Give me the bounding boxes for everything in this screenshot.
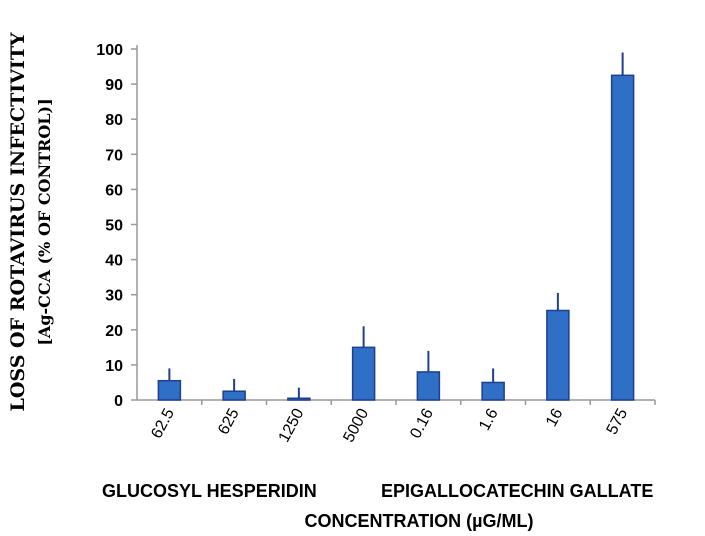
bar-0.16 bbox=[416, 371, 441, 401]
bar-575 bbox=[610, 74, 635, 401]
axes bbox=[136, 45, 655, 401]
bar-62.5 bbox=[157, 379, 182, 401]
x-tick-label: 0.16 bbox=[407, 406, 437, 442]
y-ticks: 0 10 20 30 40 50 60 70 80 90 100 bbox=[96, 42, 137, 410]
group-label-glucosyl-hesperidin: GLUCOSYL HESPERIDIN bbox=[102, 481, 317, 501]
y-tick-label: 100 bbox=[96, 42, 123, 59]
y-tick-label: 80 bbox=[105, 112, 123, 129]
x-tick-label: 16 bbox=[543, 406, 566, 430]
x-axis-label: CONCENTRATION (µG/ML) bbox=[304, 511, 533, 531]
y-tick-label: 40 bbox=[105, 253, 123, 270]
x-tick-label: 625 bbox=[215, 406, 243, 438]
y-axis-label-line1: LOSS OF ROTAVIRUS INFECTIVITY bbox=[7, 32, 29, 411]
y-tick-label: 50 bbox=[105, 218, 123, 235]
x-tick-label: 62.5 bbox=[148, 406, 178, 442]
bar-16 bbox=[546, 309, 570, 401]
bar-5000 bbox=[351, 346, 376, 401]
x-tick-label: 1250 bbox=[276, 406, 308, 445]
bar-1250 bbox=[287, 397, 311, 401]
bars bbox=[157, 52, 635, 401]
y-tick-label: 60 bbox=[105, 182, 123, 199]
group-label-epigallocatechin-gallate: EPIGALLOCATECHIN GALLATE bbox=[381, 481, 653, 501]
bar-1.6 bbox=[481, 381, 505, 401]
y-tick-label: 90 bbox=[105, 77, 123, 94]
x-ticks: 62.5 625 1250 5000 0.16 1.6 16 575 bbox=[148, 400, 656, 445]
x-tick-label: 1.6 bbox=[476, 406, 501, 434]
y-axis-label: LOSS OF ROTAVIRUS INFECTIVITY [Ag-CCA (%… bbox=[7, 32, 54, 411]
x-tick-label: 5000 bbox=[340, 406, 372, 445]
bar-625 bbox=[222, 390, 246, 401]
y-axis-label-line2: [Ag-CCA (% OF CONTROL)] bbox=[35, 98, 54, 345]
y-tick-label: 20 bbox=[105, 323, 123, 340]
y-tick-label: 30 bbox=[105, 288, 123, 305]
y-tick-label: 70 bbox=[105, 147, 123, 164]
y-tick-label: 10 bbox=[105, 358, 123, 375]
y-tick-label: 0 bbox=[114, 393, 123, 410]
x-tick-label: 575 bbox=[604, 406, 632, 438]
